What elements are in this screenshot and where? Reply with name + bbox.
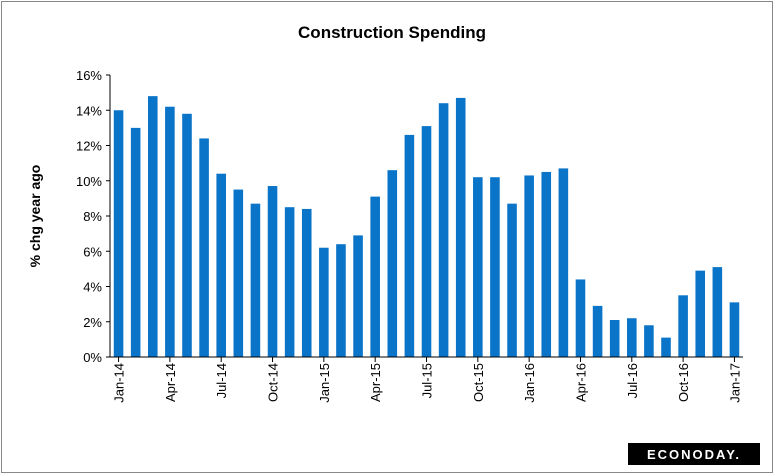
x-tick-label: Jan-17 xyxy=(727,363,742,403)
bar xyxy=(524,175,534,357)
x-tick-label: Apr-14 xyxy=(163,363,178,402)
y-axis-label: % chg year ago xyxy=(27,165,43,268)
y-tick-label: 12% xyxy=(76,139,102,154)
bar xyxy=(267,186,278,357)
bar xyxy=(353,235,363,357)
bar xyxy=(113,110,124,357)
x-tick-label: Jul-15 xyxy=(420,363,435,398)
x-tick-label: Jan-15 xyxy=(317,363,332,403)
x-tick-label: Oct-16 xyxy=(676,363,691,402)
bar xyxy=(370,196,380,357)
bar xyxy=(301,208,312,357)
logo: ECONODAY. xyxy=(647,447,741,462)
bar xyxy=(558,168,569,357)
bar xyxy=(182,113,192,358)
bar xyxy=(438,103,449,357)
bar xyxy=(233,189,244,357)
bar xyxy=(644,325,654,357)
bar xyxy=(661,337,671,357)
bar xyxy=(199,138,209,357)
bar xyxy=(284,207,295,357)
bar xyxy=(695,270,706,357)
x-tick-label: Jul-16 xyxy=(625,363,640,398)
bar xyxy=(592,305,603,357)
bar xyxy=(712,267,723,357)
x-tick-label: Oct-15 xyxy=(471,363,486,402)
bar xyxy=(165,106,175,357)
bar xyxy=(627,318,637,357)
bar xyxy=(729,302,740,357)
bar xyxy=(575,279,586,357)
bar xyxy=(147,96,158,358)
bar xyxy=(319,247,329,357)
bar xyxy=(130,127,141,357)
x-tick-label: Apr-15 xyxy=(368,363,383,402)
y-tick-label: 14% xyxy=(76,103,102,118)
y-tick-label: 0% xyxy=(83,350,102,365)
bar xyxy=(473,177,483,357)
logo-box xyxy=(628,443,760,465)
bar xyxy=(421,126,432,357)
bar xyxy=(250,203,261,357)
y-tick-label: 6% xyxy=(83,244,102,259)
x-tick-label: Jul-14 xyxy=(214,363,229,398)
bar xyxy=(507,203,517,357)
bar xyxy=(455,97,466,357)
bar xyxy=(404,134,415,357)
bar xyxy=(678,295,688,357)
y-tick-label: 8% xyxy=(83,209,102,224)
x-tick-label: Jan-14 xyxy=(112,363,127,403)
bar xyxy=(490,177,500,357)
bar xyxy=(609,319,620,357)
chart-title: Construction Spending xyxy=(298,23,486,42)
x-tick-label: Apr-16 xyxy=(573,363,588,402)
y-tick-label: 10% xyxy=(76,174,102,189)
x-tick-label: Oct-14 xyxy=(266,363,281,402)
y-tick-label: 4% xyxy=(83,280,102,295)
bar xyxy=(336,244,346,357)
y-tick-label: 16% xyxy=(76,68,102,83)
x-tick-label: Jan-16 xyxy=(522,363,537,403)
bar xyxy=(216,173,226,357)
bar xyxy=(387,170,398,357)
bar xyxy=(541,171,552,357)
y-tick-label: 2% xyxy=(83,315,102,330)
